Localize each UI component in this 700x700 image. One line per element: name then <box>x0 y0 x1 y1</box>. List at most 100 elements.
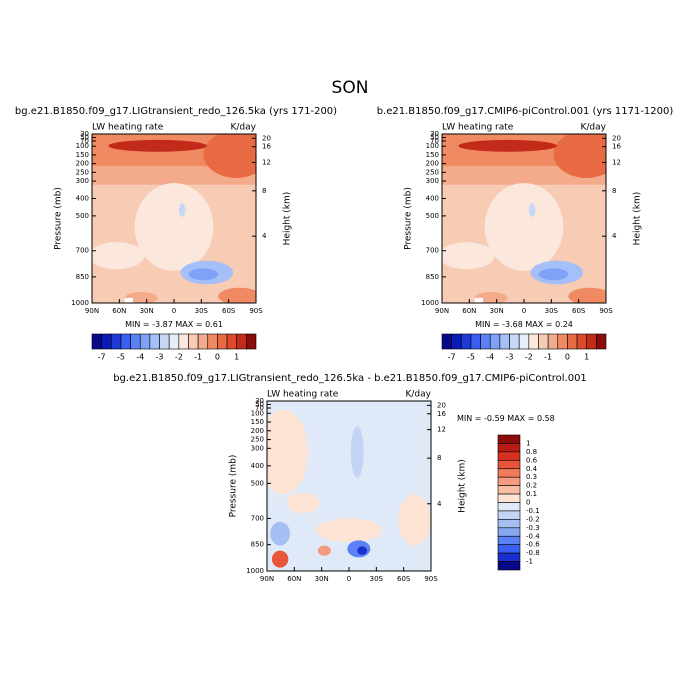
y-tick-label: 200 <box>426 160 439 168</box>
x-tick-label: 0 <box>172 307 176 315</box>
contour-field <box>442 134 606 303</box>
panel-title: bg.e21.B1850.f09_g17.LIGtransient_redo_1… <box>113 373 587 384</box>
colorbar-label: -2 <box>175 353 183 362</box>
y-tick-label: 850 <box>251 541 264 549</box>
colorbar-label: -5 <box>117 353 125 362</box>
y2-tick-label: 16 <box>437 410 446 418</box>
x-tick-label: 30N <box>490 307 504 315</box>
y2-tick-label: 4 <box>262 232 267 240</box>
panel-title: bg.e21.B1850.f09_g17.LIGtransient_redo_1… <box>15 106 337 117</box>
y-axis-label: Pressure (mb) <box>54 187 64 250</box>
colorbar-box <box>120 333 131 350</box>
colorbar-label: -1 <box>526 558 533 566</box>
colorbar-box <box>91 333 102 350</box>
y-tick-label: 700 <box>426 247 439 255</box>
colorbar-box <box>149 333 160 350</box>
colorbar-label: -0.8 <box>526 549 540 557</box>
x-tick-label: 90S <box>599 307 613 315</box>
colorbar-box <box>110 333 122 350</box>
y-tick-label: 850 <box>76 273 89 281</box>
y2-axis-label: Height (km) <box>633 192 643 246</box>
y2-tick-label: 4 <box>612 232 617 240</box>
y2-tick-label: 8 <box>612 187 616 195</box>
y-tick-label: 70 <box>80 137 89 145</box>
colorbar-label: -7 <box>98 353 106 362</box>
y2-tick-label: 20 <box>262 134 271 142</box>
colorbar-box <box>497 561 521 571</box>
y-tick-label: 300 <box>76 177 89 185</box>
y-tick-label: 100 <box>426 142 439 150</box>
shading <box>267 409 308 495</box>
x-tick-label: 90N <box>260 575 274 583</box>
shading <box>484 183 564 271</box>
stat-max: 0.58 <box>537 414 555 423</box>
colorbar-label: 0.1 <box>526 490 537 498</box>
colorbar-box <box>197 333 209 350</box>
x-tick-label: 30S <box>545 307 559 315</box>
y-tick-label: 400 <box>251 462 264 470</box>
colorbar-box <box>480 333 491 350</box>
colorbar-box <box>178 333 189 350</box>
y-tick-label: 30 <box>80 130 89 138</box>
x-tick-label: 60S <box>222 307 236 315</box>
units-label: K/day <box>581 123 607 133</box>
shading <box>124 297 133 303</box>
colorbar-label: -0.3 <box>526 524 540 532</box>
colorbar-box <box>497 468 521 478</box>
shading <box>474 297 483 303</box>
y2-tick-label: 20 <box>437 401 446 409</box>
colorbar-box <box>497 535 521 545</box>
colorbar-box <box>528 333 539 350</box>
y2-tick-label: 20 <box>612 134 621 142</box>
shading <box>270 521 290 546</box>
colorbar-label: -0.2 <box>526 515 540 523</box>
y-tick-label: 250 <box>426 168 439 176</box>
colorbar-box <box>226 333 238 350</box>
y-tick-label: 150 <box>76 151 89 159</box>
stat-min: -3.68 <box>502 320 523 329</box>
stat-min: -0.59 <box>484 414 505 423</box>
shading <box>178 203 186 217</box>
shading <box>124 292 158 303</box>
x-tick-label: 30N <box>140 307 154 315</box>
colorbar-label: 0.4 <box>526 465 538 473</box>
stat-max-label: MAX = <box>175 320 202 329</box>
stat-min-label: MIN = <box>125 320 150 329</box>
colorbar-box <box>217 333 228 350</box>
y2-tick-label: 16 <box>262 143 271 151</box>
shading <box>568 287 606 303</box>
colorbar-label: 1 <box>584 353 589 362</box>
colorbar-box <box>470 333 481 350</box>
stat-max: 0.24 <box>555 320 573 329</box>
y-tick-label: 500 <box>76 212 89 220</box>
colorbar-box <box>499 333 510 350</box>
x-tick-label: 60S <box>397 575 411 583</box>
y-tick-label: 400 <box>76 194 89 202</box>
colorbar-label: 0.3 <box>526 473 537 481</box>
variable-label: LW heating rate <box>92 123 164 133</box>
colorbar-box <box>246 333 257 350</box>
colorbar-box <box>130 333 141 350</box>
y-tick-label: 400 <box>426 194 439 202</box>
units-label: K/day <box>231 123 257 133</box>
colorbar-label: -3 <box>156 353 164 362</box>
colorbar-box <box>497 460 521 470</box>
x-tick-label: 90S <box>424 575 438 583</box>
shading <box>108 139 207 152</box>
y-tick-label: 300 <box>426 177 439 185</box>
y-tick-label: 150 <box>251 418 264 426</box>
colorbar-box <box>586 333 597 350</box>
min-max: MIN = -0.59 MAX = 0.58 <box>457 414 555 423</box>
shading <box>316 518 382 543</box>
y-tick-label: 250 <box>251 436 264 444</box>
colorbar-box <box>518 333 530 350</box>
y-tick-label: 1000 <box>421 299 439 307</box>
y-tick-label: 50 <box>80 133 89 141</box>
colorbar-label: 0.2 <box>526 482 537 490</box>
colorbar-label: 0.8 <box>526 448 537 456</box>
x-tick-label: 60N <box>287 575 301 583</box>
y-axis-label: Pressure (mb) <box>404 187 414 250</box>
colorbar-box <box>497 510 521 520</box>
units-label: K/day <box>406 390 432 400</box>
figure-title: SON <box>332 78 369 98</box>
